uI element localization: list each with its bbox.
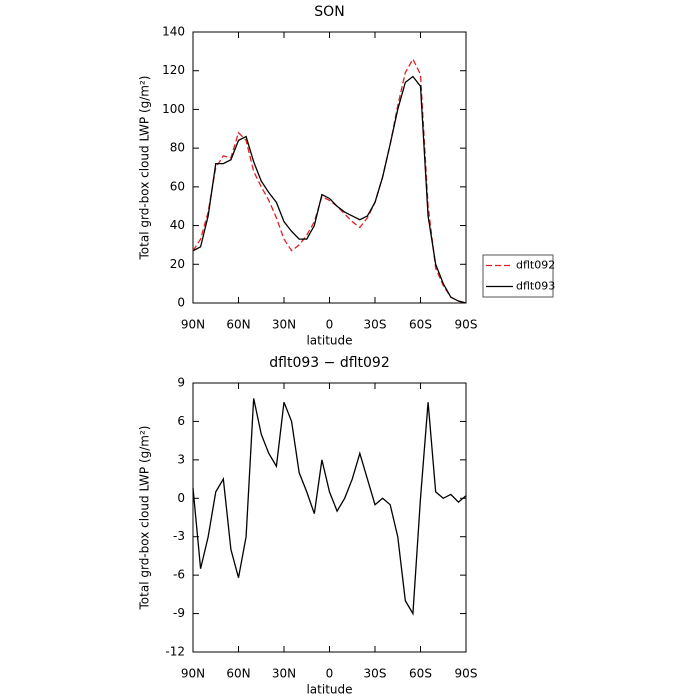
legend-label: dflt092 — [516, 259, 555, 272]
x-tick-label: 60N — [226, 318, 250, 332]
x-tick-label: 30S — [364, 318, 387, 332]
x-tick-label: 30S — [364, 667, 387, 681]
y-tick-label: 6 — [177, 414, 185, 428]
x-tick-label: 60S — [409, 318, 432, 332]
data-line — [192, 57, 467, 304]
x-tick-label: 60N — [226, 667, 250, 681]
y-tick-label: -9 — [173, 606, 185, 620]
y-tick-label: 9 — [177, 376, 185, 390]
y-tick-label: 140 — [162, 25, 185, 39]
y-axis-label: Total grd-box cloud LWP (g/m²) — [138, 76, 152, 261]
y-tick-label: 60 — [170, 179, 185, 193]
y-tick-label: 20 — [170, 257, 185, 271]
y-tick-label: 120 — [162, 63, 185, 77]
data-line — [192, 75, 467, 304]
x-axis-label: latitude — [306, 683, 352, 697]
y-tick-label: -12 — [165, 645, 185, 659]
x-tick-label: 90N — [181, 318, 205, 332]
x-tick-label: 30N — [272, 667, 296, 681]
x-axis-label: latitude — [306, 334, 352, 348]
legend-label: dflt093 — [516, 280, 555, 293]
legend-box — [482, 254, 554, 298]
y-tick-label: 0 — [177, 296, 185, 310]
x-tick-label: 0 — [326, 667, 334, 681]
y-tick-label: 0 — [177, 491, 185, 505]
chart-title: dflt093 − dflt092 — [269, 355, 389, 371]
x-tick-label: 90N — [181, 667, 205, 681]
y-tick-label: 80 — [170, 141, 185, 155]
x-tick-label: 90S — [455, 318, 478, 332]
x-tick-label: 30N — [272, 318, 296, 332]
data-line — [192, 398, 467, 616]
chart-title: SON — [314, 4, 344, 20]
x-tick-label: 90S — [455, 667, 478, 681]
x-tick-label: 0 — [326, 318, 334, 332]
y-tick-label: 3 — [177, 452, 185, 466]
y-tick-label: -3 — [173, 529, 185, 543]
y-tick-label: -6 — [173, 568, 185, 582]
y-tick-label: 40 — [170, 218, 185, 232]
x-tick-label: 60S — [409, 667, 432, 681]
y-tick-label: 100 — [162, 102, 185, 116]
y-axis-label: Total grd-box cloud LWP (g/m²) — [138, 426, 152, 611]
plot-frame — [192, 382, 467, 653]
